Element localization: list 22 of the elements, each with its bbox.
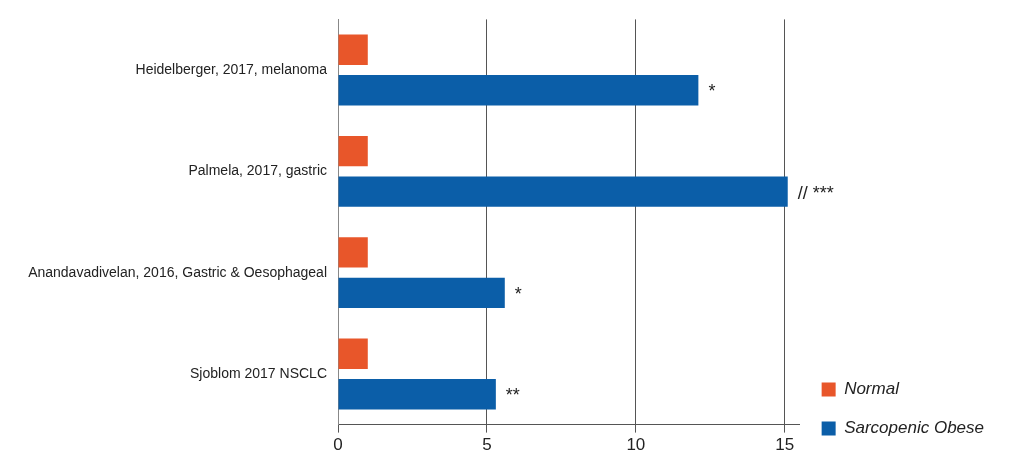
y-tick-label: Anandavadivelan, 2016, Gastric & Oesophageal [28,263,327,280]
bar [338,338,368,369]
y-tick-label: Sjoblom 2017 NSCLC [190,364,327,381]
annotation: ** [505,385,520,406]
bar [338,237,368,268]
annotation: * [514,283,522,304]
y-tick-label: Palmela, 2017, gastric [188,162,327,179]
legend-label: Normal [844,379,901,399]
y-tick-label: Heidelberger, 2017, melanoma [135,60,328,77]
bar [338,75,699,106]
x-tick-label: 15 [775,435,795,455]
bar [338,34,368,65]
x-tick-label: 0 [333,435,343,455]
bar [338,135,368,167]
x-tick-label: 10 [626,435,646,455]
annotation: // *** [797,182,834,203]
bar [338,277,505,309]
annotation: * [708,81,716,102]
legend-label: Sarcopenic Obese [844,418,985,438]
bar [338,176,788,207]
x-tick-label: 5 [482,435,492,455]
bar [338,379,496,410]
